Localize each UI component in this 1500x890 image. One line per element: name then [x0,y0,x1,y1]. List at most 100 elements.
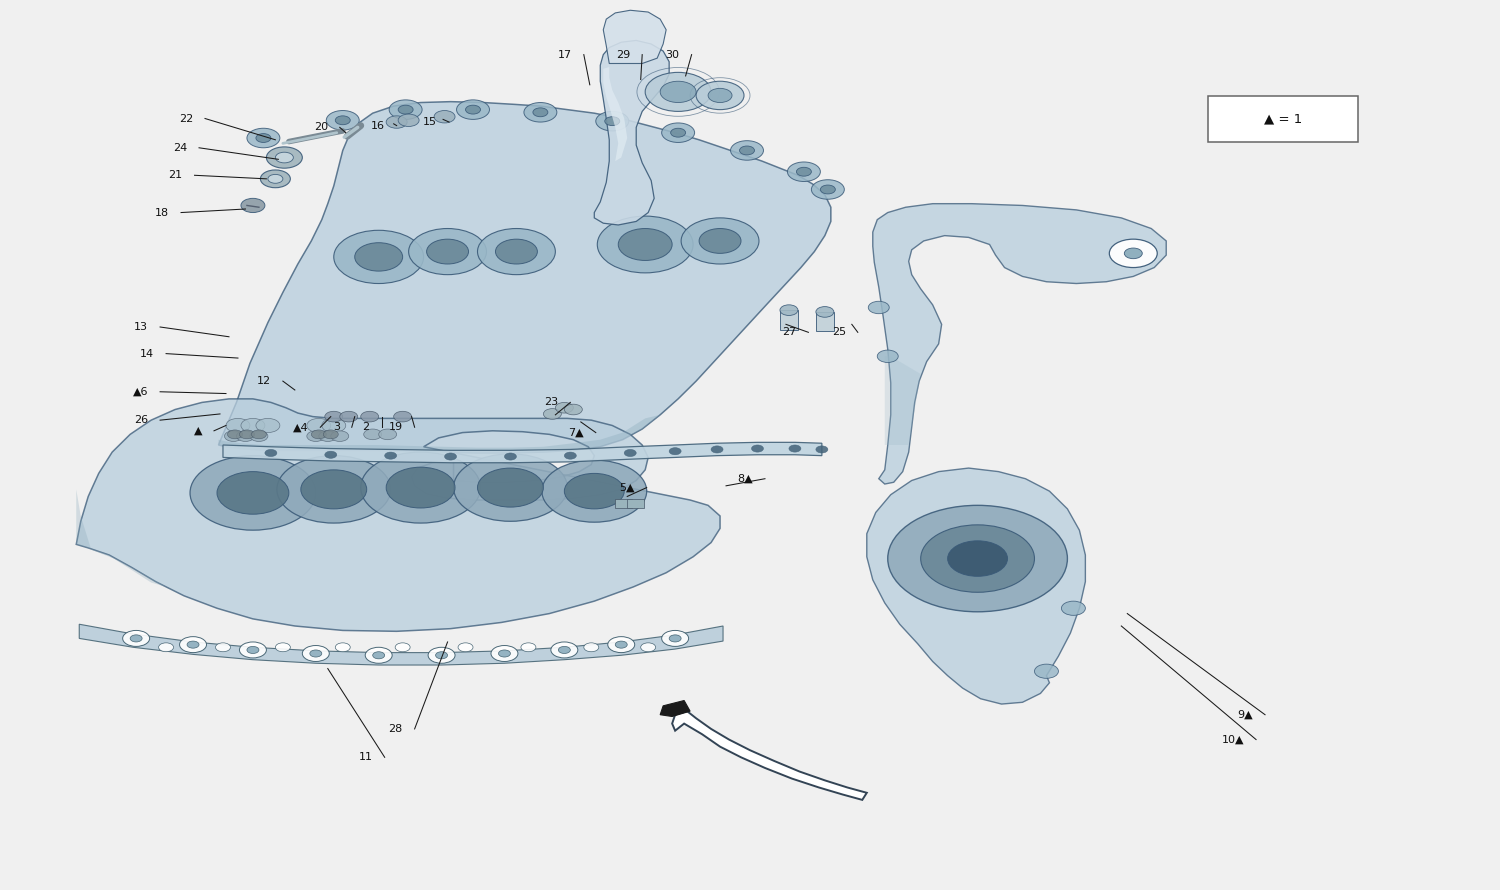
Circle shape [878,350,898,362]
Text: 8▲: 8▲ [738,473,753,483]
Circle shape [363,429,381,440]
Text: 29: 29 [616,50,630,60]
Text: 13: 13 [134,322,148,332]
Circle shape [597,216,693,273]
Circle shape [477,468,543,507]
Circle shape [386,467,454,508]
Circle shape [237,431,255,441]
Circle shape [708,88,732,102]
Text: ▲ = 1: ▲ = 1 [1264,113,1302,125]
Circle shape [711,446,723,453]
Text: 25: 25 [831,328,846,337]
Circle shape [251,431,268,441]
Circle shape [752,445,764,452]
Circle shape [564,404,582,415]
Polygon shape [76,490,166,587]
Circle shape [564,473,624,509]
Polygon shape [219,415,660,453]
Circle shape [816,306,834,317]
Polygon shape [603,67,627,161]
Circle shape [256,134,272,142]
Circle shape [384,452,396,459]
Circle shape [596,111,628,131]
Circle shape [458,643,472,651]
Circle shape [662,630,688,646]
Circle shape [130,635,142,642]
Text: 5▲: 5▲ [620,482,634,492]
Circle shape [821,185,836,194]
Circle shape [1125,248,1143,259]
Circle shape [433,110,454,123]
Circle shape [435,651,447,659]
Circle shape [555,402,573,413]
Circle shape [780,304,798,315]
Circle shape [456,100,489,119]
Polygon shape [603,11,666,63]
Circle shape [788,162,820,182]
Circle shape [354,243,402,271]
Text: 26: 26 [134,415,148,425]
Circle shape [312,430,327,439]
Circle shape [660,81,696,102]
Circle shape [1110,239,1156,268]
Circle shape [796,167,812,176]
Text: 12: 12 [256,376,272,386]
Polygon shape [594,40,669,225]
Circle shape [662,123,694,142]
Circle shape [498,650,510,657]
Circle shape [490,645,517,661]
Circle shape [699,229,741,254]
Circle shape [681,218,759,264]
Text: ▲4: ▲4 [292,422,309,433]
Circle shape [504,453,516,460]
Circle shape [378,429,396,440]
Text: 18: 18 [154,207,170,217]
Circle shape [789,445,801,452]
Circle shape [327,110,358,130]
Text: 10▲: 10▲ [1221,734,1244,745]
Circle shape [812,180,844,199]
Circle shape [308,418,332,433]
Circle shape [240,642,267,658]
Text: 2: 2 [363,422,369,433]
Circle shape [477,229,555,275]
Circle shape [604,117,619,125]
Circle shape [242,418,266,433]
Text: 15: 15 [423,117,436,127]
Circle shape [360,452,480,523]
Circle shape [248,128,280,148]
Circle shape [427,647,454,663]
Circle shape [444,453,456,460]
Text: 17: 17 [558,50,572,60]
Circle shape [640,643,656,651]
Text: 19: 19 [388,422,402,433]
Circle shape [584,643,598,651]
Polygon shape [873,204,1166,484]
Polygon shape [219,101,831,453]
Circle shape [360,411,378,422]
Circle shape [388,100,422,119]
Circle shape [303,645,330,661]
Circle shape [1035,664,1059,678]
Circle shape [564,452,576,459]
Circle shape [310,650,322,657]
Circle shape [190,456,316,530]
Circle shape [393,411,411,422]
Circle shape [730,141,764,160]
Circle shape [226,418,251,433]
Circle shape [532,108,548,117]
Circle shape [816,446,828,453]
Circle shape [669,635,681,642]
Circle shape [123,630,150,646]
Circle shape [326,411,344,422]
Polygon shape [672,711,867,800]
Circle shape [217,472,290,514]
Circle shape [615,641,627,648]
Circle shape [386,116,406,128]
Text: 21: 21 [168,170,183,181]
Text: 7▲: 7▲ [568,427,584,438]
Circle shape [398,114,418,126]
Circle shape [324,430,339,439]
Circle shape [242,198,266,213]
Circle shape [558,646,570,653]
